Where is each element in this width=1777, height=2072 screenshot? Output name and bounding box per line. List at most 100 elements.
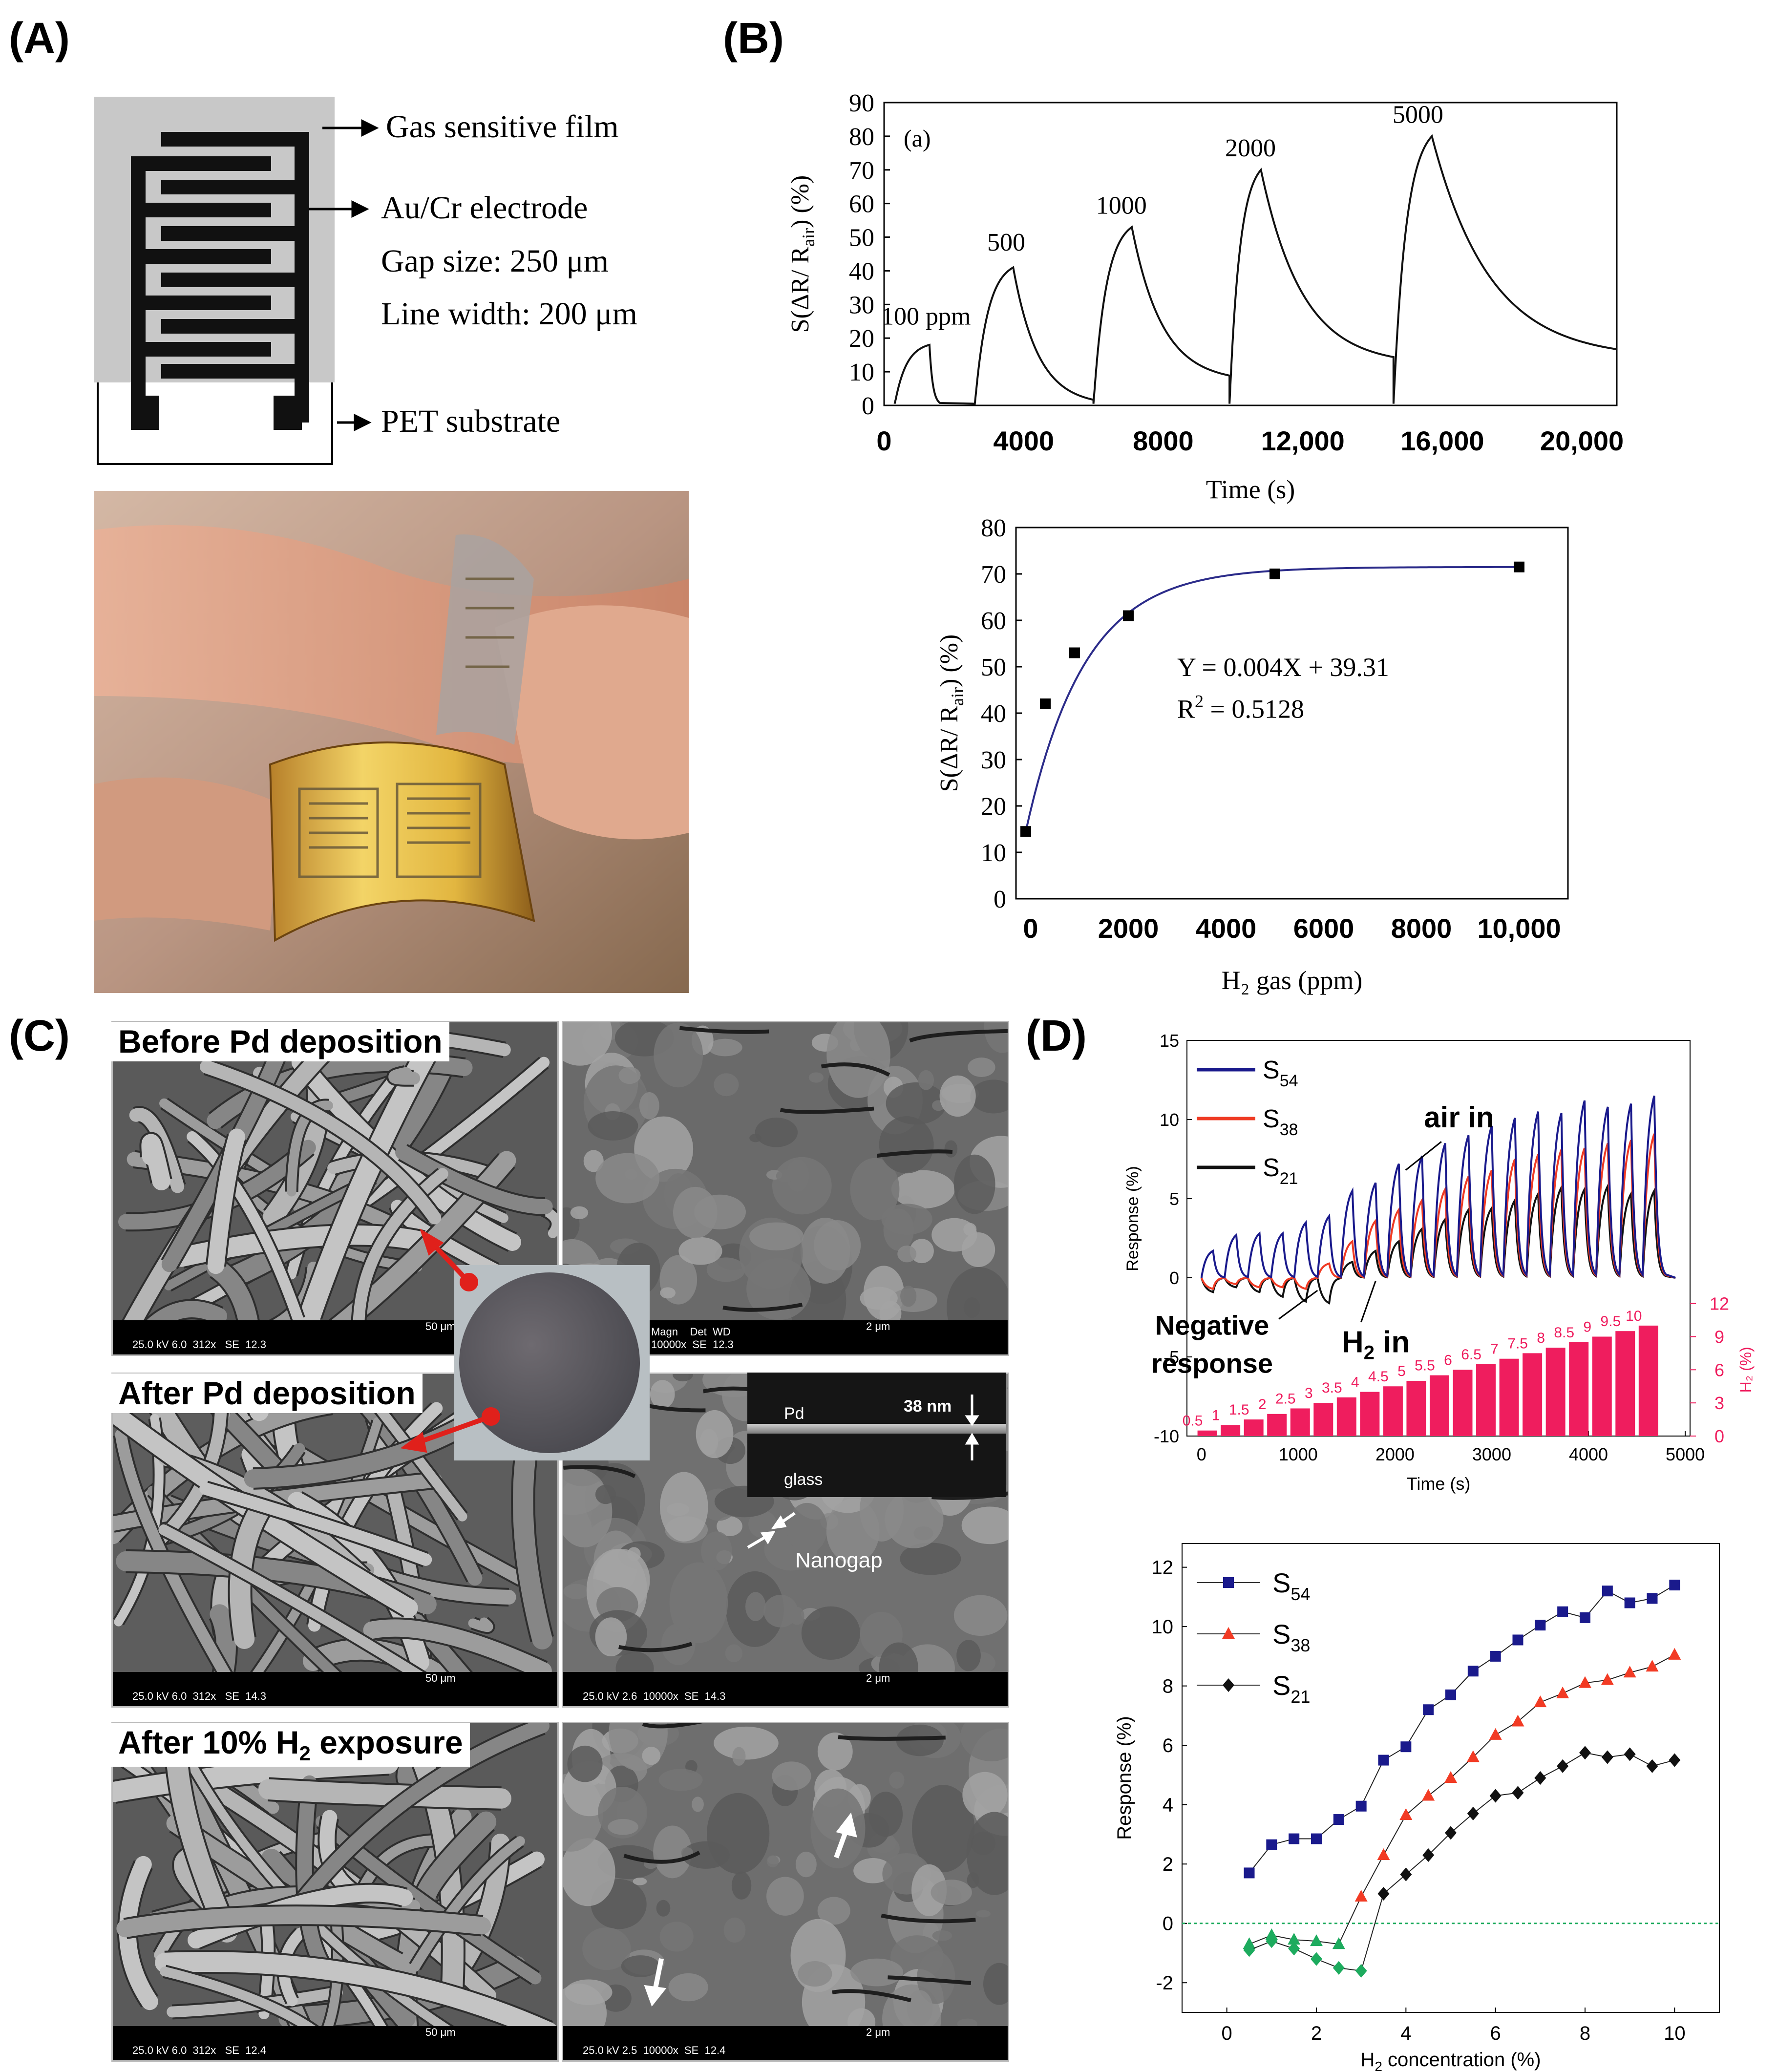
sem-scale-6: 2 μm xyxy=(866,2026,890,2038)
surface-grain xyxy=(963,1223,977,1236)
data-point xyxy=(1556,1686,1569,1698)
right-tick-label: 12 xyxy=(1710,1294,1729,1314)
sem-info-3: 25.0 kV 6.0 312x SE 14.3 xyxy=(132,1690,266,1702)
fiber xyxy=(207,1128,246,1274)
bar-label: 7 xyxy=(1490,1341,1499,1357)
concentration-label: 100 ppm xyxy=(881,303,971,331)
x-axis-label: H2 concentration (%) xyxy=(1360,2049,1541,2072)
x-axis-label: H₂ gas (ppm) xyxy=(1222,966,1363,995)
surface-grain xyxy=(633,1878,647,1885)
legend-label: S21 xyxy=(1272,1670,1310,1707)
surface-grain xyxy=(692,1797,704,1812)
data-point xyxy=(1243,1943,1255,1957)
surface-grain xyxy=(732,1747,746,1766)
surface-grain xyxy=(707,1793,770,1874)
x-tick-label: 0 xyxy=(1023,913,1038,944)
surface-grain xyxy=(618,1067,641,1084)
right-tick-label: 0 xyxy=(1714,1426,1724,1446)
y-tick-label: 60 xyxy=(981,607,1006,635)
data-point xyxy=(1557,1759,1569,1773)
x-tick-label: 16,000 xyxy=(1400,425,1484,456)
bar-label: 8.5 xyxy=(1554,1325,1574,1341)
y-tick-label: 12 xyxy=(1152,1557,1174,1579)
concentration-bar xyxy=(1569,1342,1589,1436)
sem-scale-5: 50 μm xyxy=(425,2026,456,2038)
fiber xyxy=(513,1439,552,1649)
data-point xyxy=(1601,1750,1613,1764)
surface-grain xyxy=(650,1380,675,1409)
surface-grain xyxy=(659,1472,708,1542)
fiber xyxy=(199,1060,442,1225)
sem-info-4: 25.0 kV 2.6 10000x SE 14.3 xyxy=(583,1690,726,1702)
bar-label: 10 xyxy=(1626,1308,1642,1324)
y-tick-label: 80 xyxy=(981,514,1006,542)
bar-label: 9.5 xyxy=(1600,1313,1621,1330)
y-tick-label: 6 xyxy=(1163,1735,1173,1756)
data-point xyxy=(1354,1890,1368,1902)
surface-grain xyxy=(911,1785,975,1873)
electrode-pad-left xyxy=(131,396,159,430)
x-axis-label: Time (s) xyxy=(1407,1474,1471,1494)
surface-grain xyxy=(879,1116,934,1174)
surface-crack xyxy=(838,1735,946,1741)
surface-grain xyxy=(817,1897,850,1925)
y-axis-label: Response (%) xyxy=(1114,1716,1135,1839)
bar-label: 2 xyxy=(1258,1396,1267,1413)
surface-grain xyxy=(817,1732,853,1771)
y-tick-label: 8 xyxy=(1163,1676,1173,1697)
bar-label: 5.5 xyxy=(1415,1358,1435,1374)
label-pet-substrate: PET substrate xyxy=(381,403,561,439)
y-tick-label: -10 xyxy=(1154,1426,1179,1446)
fiber xyxy=(199,1482,432,1566)
concentration-bar xyxy=(1197,1430,1217,1436)
series-line xyxy=(1248,1585,1675,1874)
data-point xyxy=(1444,1771,1457,1783)
bar-label: 2.5 xyxy=(1275,1391,1296,1407)
data-point xyxy=(1378,1755,1389,1766)
electrode-pad-right xyxy=(274,396,302,430)
surface-grain xyxy=(563,1468,605,1515)
surface-grain xyxy=(886,1082,947,1125)
data-point xyxy=(1400,1867,1412,1882)
sem-info-bar xyxy=(113,1672,557,1706)
data-point xyxy=(1040,698,1051,709)
surface-texture xyxy=(563,1723,1008,2060)
x-tick-label: 10 xyxy=(1664,2023,1686,2044)
surface-grain xyxy=(583,1150,604,1172)
plot-frame xyxy=(883,102,1618,406)
surface-grain xyxy=(900,1286,917,1307)
surface-grain xyxy=(766,1877,804,1916)
fiber-texture xyxy=(113,1723,557,2060)
right-axis-label: H₂ (%) xyxy=(1737,1347,1755,1393)
surface-grain xyxy=(673,1186,718,1239)
surface-grain xyxy=(896,1724,944,1756)
fit-equation: Y = 0.004X + 39.31 xyxy=(1177,653,1389,682)
response-trace-s21 xyxy=(1200,1182,1676,1305)
concentration-bar xyxy=(1523,1353,1543,1436)
surface-grain xyxy=(900,1543,961,1575)
label-after-h2: After 10% H2 exposure xyxy=(111,1723,470,1767)
surface-grain xyxy=(588,1111,638,1141)
data-point xyxy=(1624,1747,1636,1761)
data-point xyxy=(1244,1867,1255,1879)
surface-grain xyxy=(642,1747,661,1765)
data-point xyxy=(1512,1634,1523,1646)
concentration-bar xyxy=(1453,1370,1473,1436)
sem-scale-1: 50 μm xyxy=(425,1320,456,1332)
y-tick-label: 70 xyxy=(849,157,874,185)
y-tick-label: 0 xyxy=(862,392,874,420)
concentration-label: 1000 xyxy=(1096,191,1147,219)
data-point xyxy=(1623,1666,1636,1678)
y-tick-label: 20 xyxy=(849,325,874,353)
data-point xyxy=(1601,1673,1614,1685)
y-tick-label: 30 xyxy=(849,291,874,319)
y-tick-label: 50 xyxy=(849,224,874,252)
surface-crack xyxy=(888,1975,972,1985)
surface-grain xyxy=(787,1502,827,1554)
y-tick-label: 0 xyxy=(1169,1268,1179,1288)
concentration-bar xyxy=(1244,1419,1264,1436)
label-after-pd: After Pd deposition xyxy=(111,1374,423,1413)
data-point xyxy=(1355,1964,1367,1978)
surface-grain xyxy=(659,1922,694,1952)
concentration-bar xyxy=(1592,1336,1612,1436)
